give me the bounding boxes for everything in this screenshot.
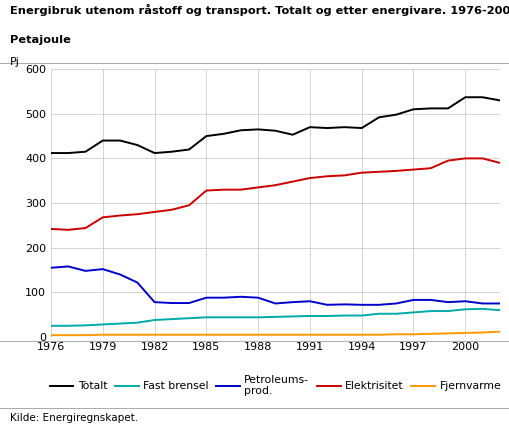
Text: Petajoule: Petajoule — [10, 35, 71, 44]
Text: Kilde: Energiregnskapet.: Kilde: Energiregnskapet. — [10, 413, 138, 422]
Text: Energibruk utenom råstoff og transport. Totalt og etter energivare. 1976-2002.: Energibruk utenom råstoff og transport. … — [10, 4, 509, 16]
Legend: Totalt, Fast brensel, Petroleums-
prod., Elektrisitet, Fjernvarme: Totalt, Fast brensel, Petroleums- prod.,… — [49, 375, 500, 396]
Text: Pj: Pj — [10, 57, 20, 67]
